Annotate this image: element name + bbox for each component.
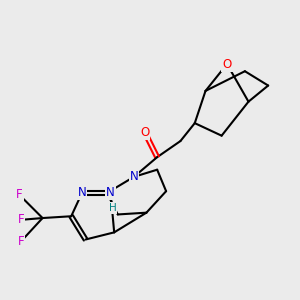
Text: F: F xyxy=(18,213,24,226)
Text: N: N xyxy=(106,187,115,200)
Text: H: H xyxy=(109,203,116,213)
Text: F: F xyxy=(16,188,22,201)
Text: N: N xyxy=(78,187,86,200)
Text: O: O xyxy=(222,58,232,70)
Text: N: N xyxy=(130,170,138,183)
Text: O: O xyxy=(140,126,149,139)
Text: F: F xyxy=(18,235,24,248)
